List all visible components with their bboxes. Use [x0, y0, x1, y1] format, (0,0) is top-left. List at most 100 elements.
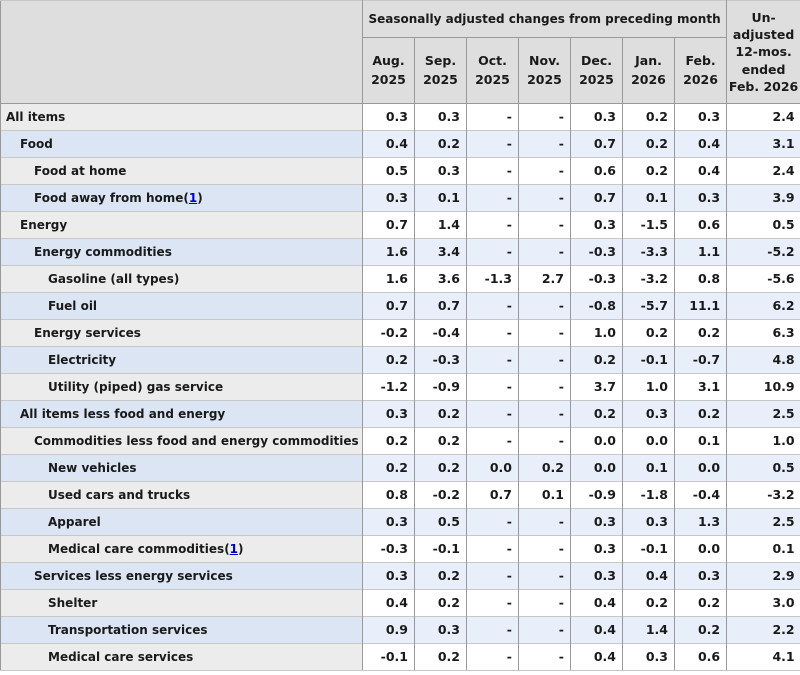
group-header: Seasonally adjusted changes from precedi… [361, 0, 728, 38]
value-cell: 3.4 [414, 238, 467, 266]
table-row: Fuel oil() 0.7 0.7 - - -0.8 -5.7 11.1 6.… [0, 292, 800, 320]
value-cell: 11.1 [673, 292, 727, 320]
month-header: Aug. 2025 [362, 37, 415, 104]
unadjusted-column-header: Un- adjusted 12-mos. ended Feb. 2026 [726, 0, 800, 104]
value-cell: 0.7 [466, 481, 519, 509]
value-cell: 0.3 [673, 562, 727, 590]
unadjusted-cell: 2.5 [726, 508, 800, 536]
value-cell: 0.7 [570, 184, 623, 212]
value-cell: - [466, 535, 519, 563]
value-cell: -1.5 [622, 211, 675, 239]
value-cell: - [466, 427, 519, 455]
value-cell: 0.2 [570, 346, 623, 374]
unadjusted-cell: 4.1 [726, 643, 800, 671]
value-cell: - [466, 400, 519, 428]
row-label: Gasoline (all types)() [0, 265, 363, 293]
unadjusted-cell: 2.4 [726, 103, 800, 131]
value-cell: -0.3 [570, 265, 623, 293]
value-cell: - [518, 292, 571, 320]
value-cell: - [466, 103, 519, 131]
value-cell: 2.7 [518, 265, 571, 293]
value-cell: - [466, 589, 519, 617]
unadjusted-cell: -5.6 [726, 265, 800, 293]
month-header: Sep. 2025 [414, 37, 467, 104]
corner-cell [0, 0, 363, 104]
row-label: Transportation services() [0, 616, 363, 644]
value-cell: - [518, 157, 571, 185]
value-cell: 1.0 [622, 373, 675, 401]
value-cell: - [518, 184, 571, 212]
table-row: Apparel() 0.3 0.5 - - 0.3 0.3 1.3 2.5 [0, 508, 800, 536]
value-cell: 1.0 [570, 319, 623, 347]
value-cell: - [466, 238, 519, 266]
value-cell: -0.9 [570, 481, 623, 509]
value-cell: - [518, 319, 571, 347]
month-header: Nov. 2025 [518, 37, 571, 104]
value-cell: - [518, 400, 571, 428]
row-label: All items() [0, 103, 363, 131]
row-label: Apparel() [0, 508, 363, 536]
value-cell: 0.3 [622, 643, 675, 671]
value-cell: 0.3 [362, 103, 415, 131]
value-cell: 0.2 [518, 454, 571, 482]
month-header: Feb. 2026 [673, 37, 728, 104]
value-cell: -1.2 [362, 373, 415, 401]
unadjusted-cell: 1.0 [726, 427, 800, 455]
value-cell: - [466, 562, 519, 590]
value-cell: 0.3 [414, 616, 467, 644]
value-cell: 0.4 [362, 130, 415, 158]
unadjusted-cell: 3.1 [726, 130, 800, 158]
value-cell: 0.2 [673, 589, 727, 617]
value-cell: - [518, 238, 571, 266]
value-cell: 0.4 [622, 562, 675, 590]
value-cell: 0.3 [414, 157, 467, 185]
value-cell: - [518, 643, 571, 671]
value-cell: - [518, 346, 571, 374]
value-cell: 0.1 [622, 454, 675, 482]
row-label: Medical care commodities(1) [0, 535, 363, 563]
value-cell: -0.3 [414, 346, 467, 374]
value-cell: 0.2 [673, 616, 727, 644]
value-cell: - [518, 535, 571, 563]
value-cell: 0.7 [570, 130, 623, 158]
table-row: Food() 0.4 0.2 - - 0.7 0.2 0.4 3.1 [0, 130, 800, 158]
value-cell: 0.7 [362, 292, 415, 320]
row-label: New vehicles() [0, 454, 363, 482]
value-cell: -0.8 [570, 292, 623, 320]
value-cell: - [466, 616, 519, 644]
row-label: Food at home() [0, 157, 363, 185]
month-header: Jan. 2026 [622, 37, 675, 104]
footnote-link[interactable]: 1 [229, 542, 239, 556]
unadjusted-cell: 2.9 [726, 562, 800, 590]
row-label: Services less energy services() [0, 562, 363, 590]
table-row: New vehicles() 0.2 0.2 0.0 0.2 0.0 0.1 0… [0, 454, 800, 482]
value-cell: 0.7 [362, 211, 415, 239]
value-cell: 0.3 [570, 535, 623, 563]
value-cell: 0.0 [570, 427, 623, 455]
value-cell: 1.4 [414, 211, 467, 239]
unadjusted-cell: 0.5 [726, 211, 800, 239]
unadjusted-cell: 0.5 [726, 454, 800, 482]
value-cell: 1.6 [362, 238, 415, 266]
value-cell: - [466, 508, 519, 536]
value-cell: - [518, 427, 571, 455]
value-cell: 1.4 [622, 616, 675, 644]
value-cell: -0.3 [570, 238, 623, 266]
value-cell: - [518, 211, 571, 239]
value-cell: - [466, 346, 519, 374]
value-cell: -0.2 [414, 481, 467, 509]
row-label: Energy services() [0, 319, 363, 347]
unadjusted-cell: 2.2 [726, 616, 800, 644]
value-cell: 0.1 [518, 481, 571, 509]
value-cell: -5.7 [622, 292, 675, 320]
row-label: Food away from home(1) [0, 184, 363, 212]
row-label: Food() [0, 130, 363, 158]
value-cell: - [466, 157, 519, 185]
table-body: All items() 0.3 0.3 - - 0.3 0.2 0.3 2.4 … [0, 103, 800, 671]
footnote-link[interactable]: 1 [188, 191, 198, 205]
unadjusted-cell: 2.5 [726, 400, 800, 428]
value-cell: 0.7 [414, 292, 467, 320]
table-row: Electricity() 0.2 -0.3 - - 0.2 -0.1 -0.7… [0, 346, 800, 374]
value-cell: 0.6 [570, 157, 623, 185]
